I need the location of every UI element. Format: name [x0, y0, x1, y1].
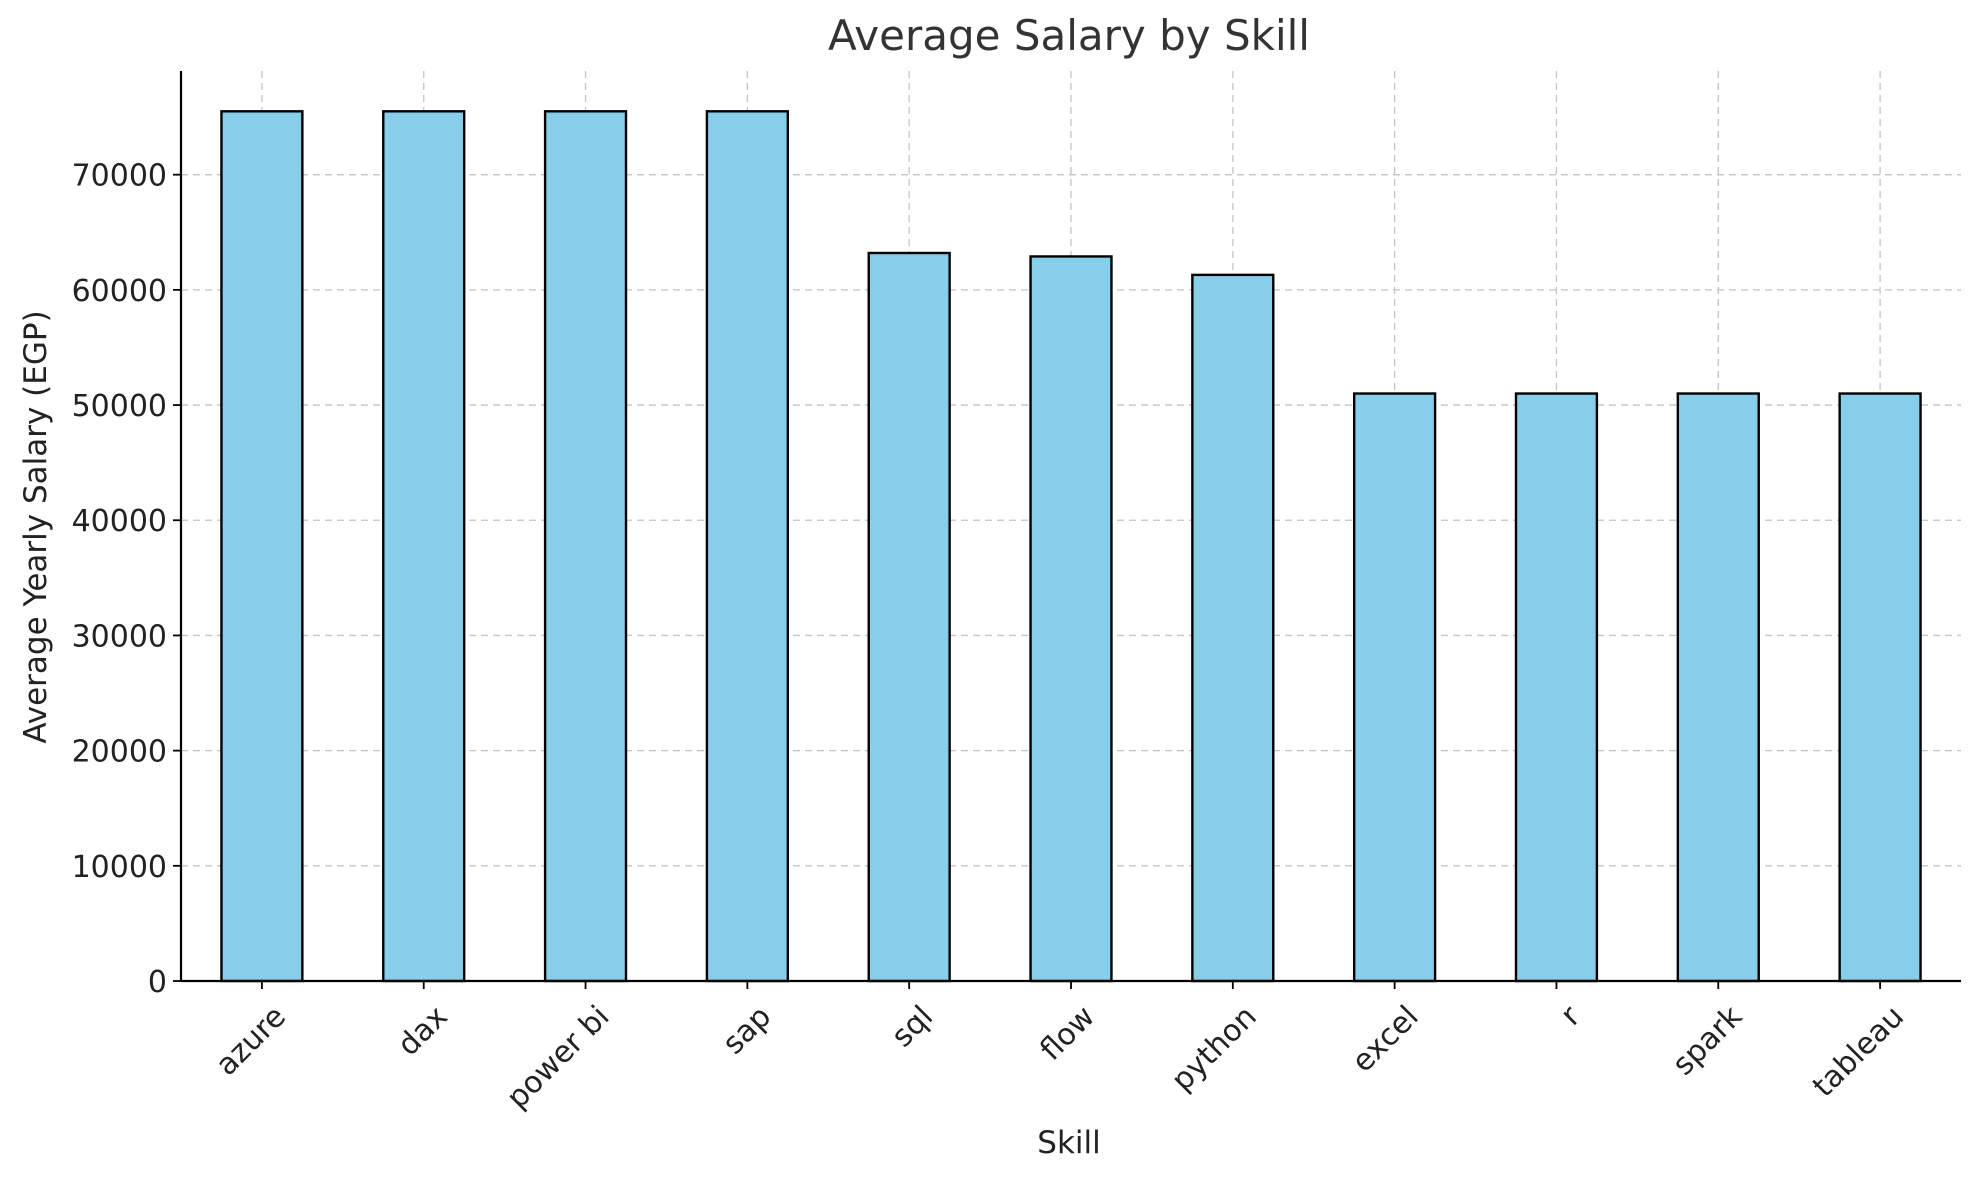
y-tick-label: 0: [148, 965, 167, 1000]
x-tick-label: r: [1554, 999, 1588, 1033]
y-tick-label: 70000: [72, 159, 167, 194]
y-tick-label: 40000: [72, 504, 167, 539]
x-tick-label: dax: [391, 999, 455, 1063]
bar-sql: [867, 251, 951, 983]
x-tick-label: power bi: [500, 999, 616, 1115]
y-axis-label: Average Yearly Salary (EGP): [18, 310, 54, 743]
x-axis-label: Skill: [1037, 1125, 1100, 1161]
x-ticks: azure dax power bi sap sql flow python excel r sp…: [209, 981, 1911, 1116]
bar-flow: [1029, 255, 1113, 983]
y-ticks: 0 10000 20000 30000 40000 50000 60000 70000: [72, 159, 181, 1000]
bar-r: [1514, 392, 1599, 983]
bar-spark: [1676, 392, 1760, 983]
bar-power-bi: [543, 110, 628, 983]
x-tick-label: tableau: [1806, 999, 1911, 1104]
bar-tableau: [1838, 392, 1922, 983]
y-tick-label: 60000: [72, 274, 167, 309]
x-tick-label: spark: [1666, 999, 1750, 1083]
chart-title: Average Salary by Skill: [828, 11, 1310, 60]
x-tick-label: flow: [1033, 999, 1101, 1067]
bar-dax: [382, 110, 466, 983]
y-tick-label: 30000: [72, 619, 167, 654]
bar-azure: [220, 110, 304, 983]
bar-python: [1191, 273, 1275, 983]
bar-excel: [1352, 392, 1437, 983]
x-tick-label: excel: [1345, 999, 1425, 1079]
bar-sap: [705, 110, 790, 983]
bars-layer: [220, 110, 1922, 983]
y-tick-label: 10000: [72, 850, 167, 885]
x-tick-label: sql: [885, 999, 940, 1054]
x-tick-label: azure: [209, 999, 293, 1083]
x-tick-label: sap: [716, 999, 778, 1061]
y-tick-label: 50000: [72, 389, 167, 424]
x-tick-label: python: [1165, 999, 1264, 1098]
y-tick-label: 20000: [72, 735, 167, 770]
